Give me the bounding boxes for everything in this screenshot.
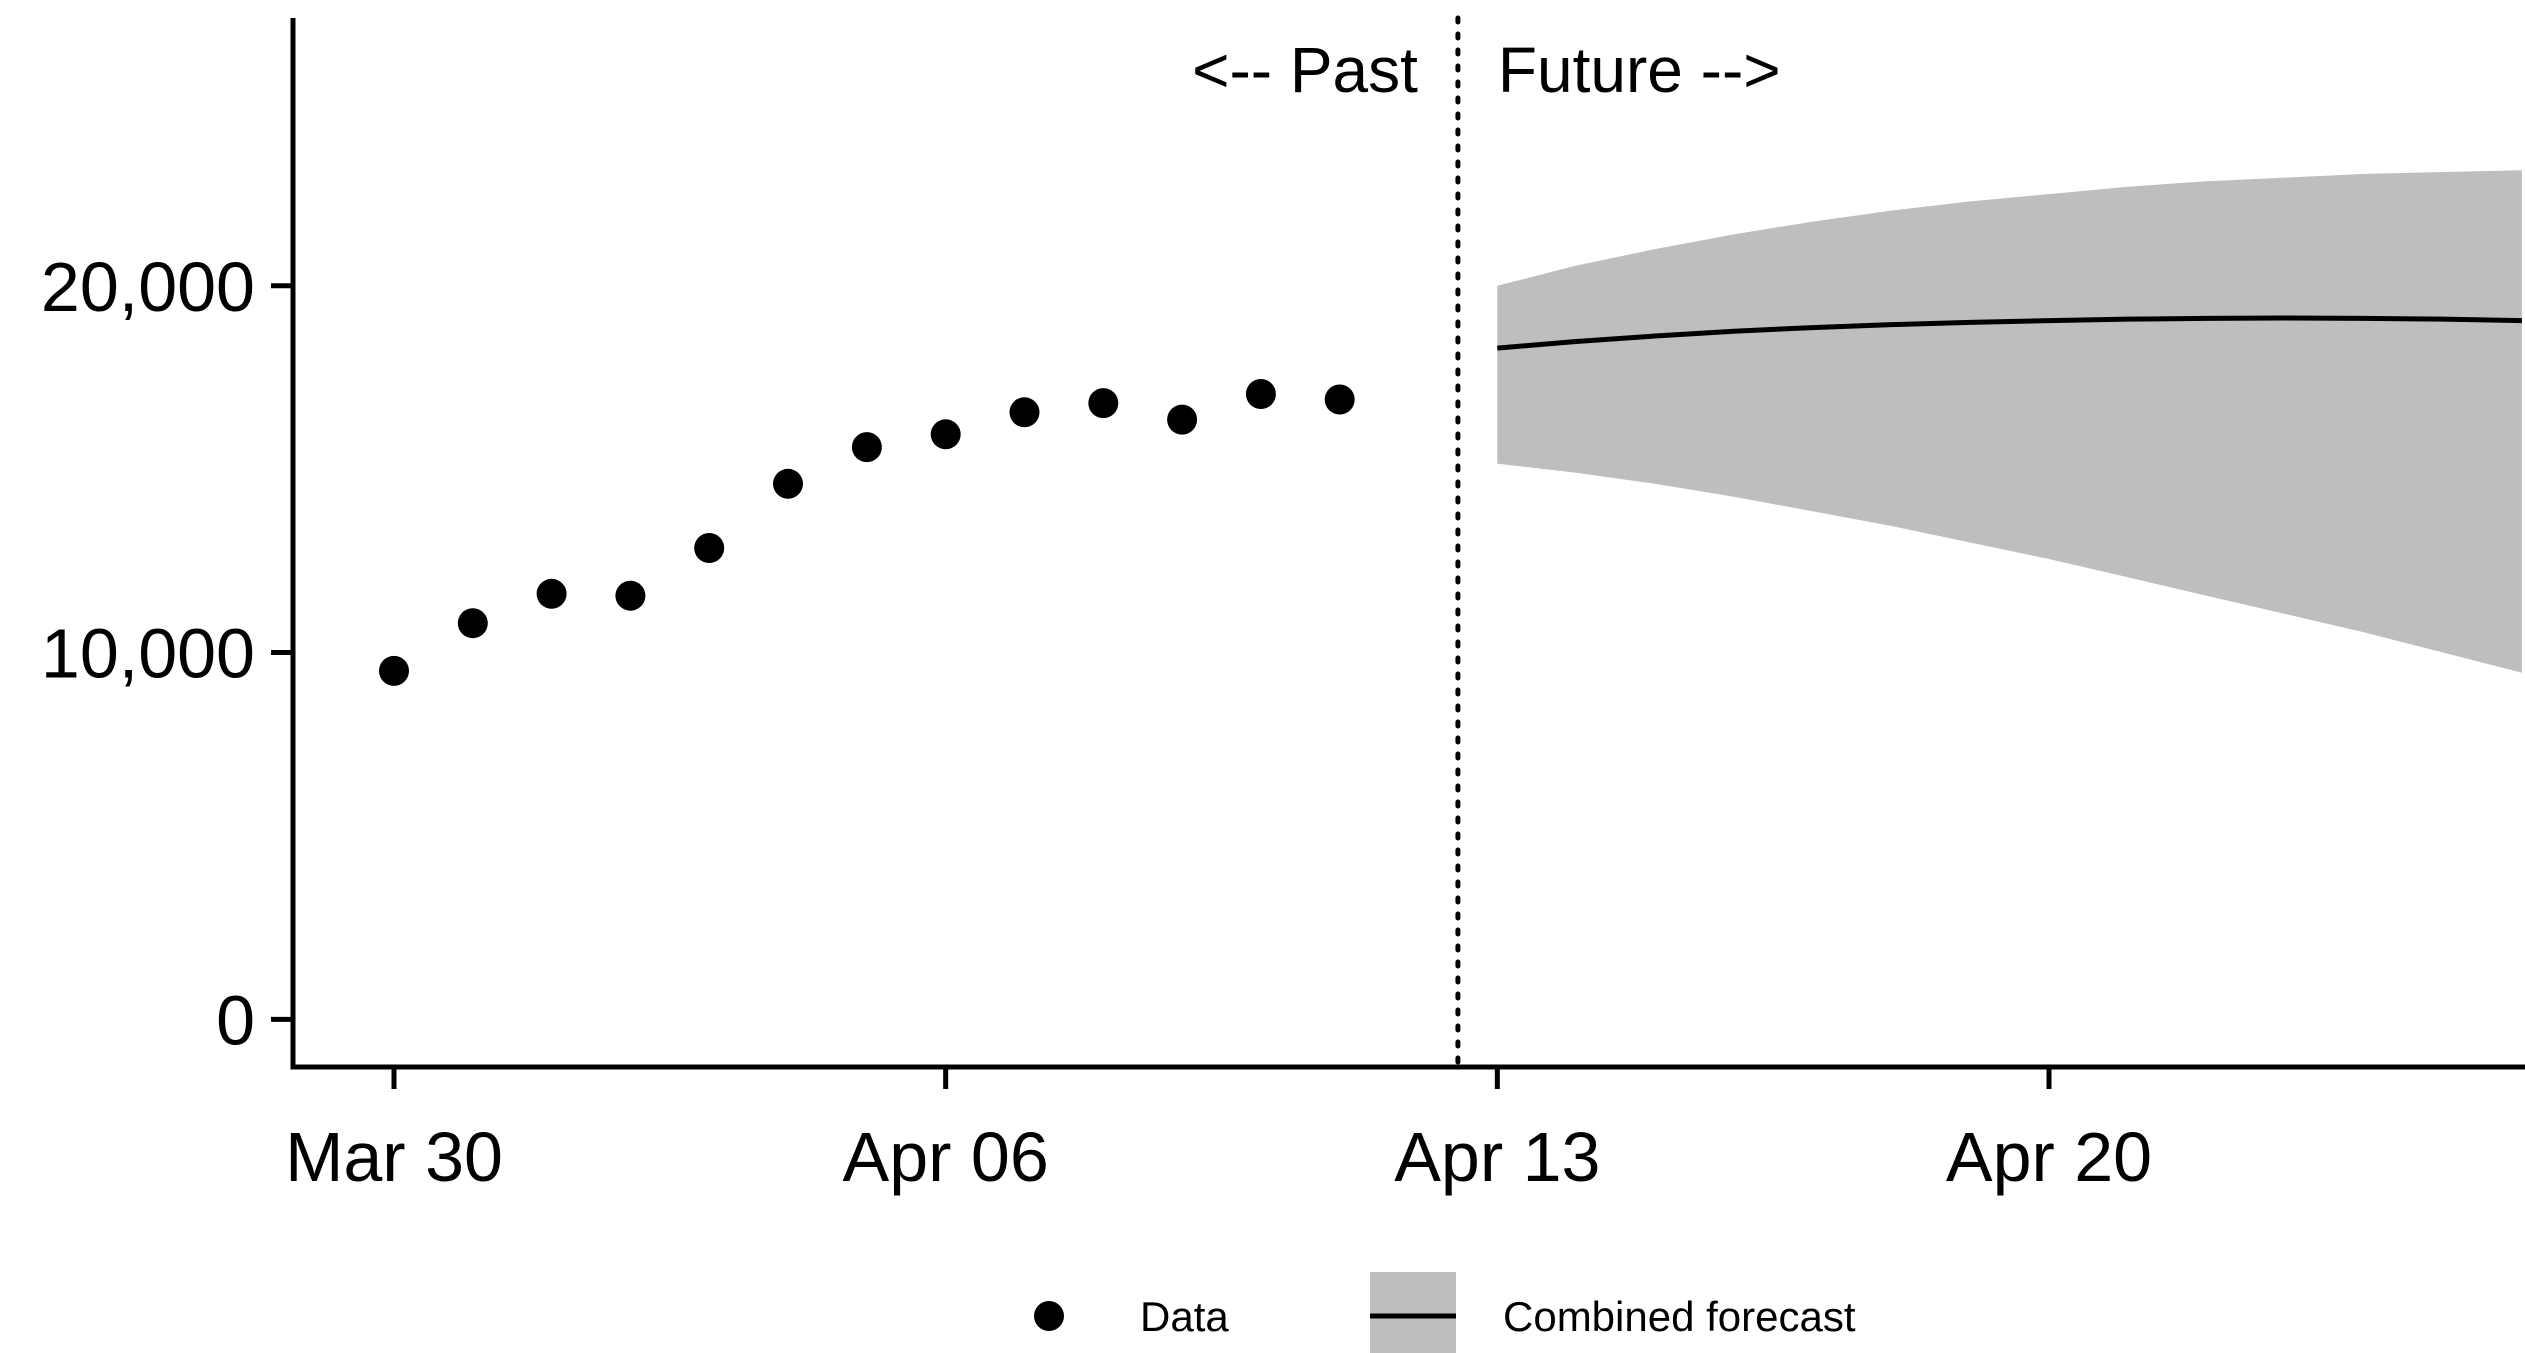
legend-label-forecast: Combined forecast	[1503, 1293, 1856, 1340]
data-point	[1245, 379, 1276, 409]
legend-band-symbol	[1370, 1272, 1456, 1353]
y-tick-label: 10,000	[41, 615, 255, 693]
data-point	[615, 580, 646, 611]
x-tick-label: Apr 20	[1946, 1118, 2152, 1196]
x-tick-label: Apr 06	[843, 1118, 1049, 1196]
data-point	[1167, 404, 1198, 435]
forecast-line	[1497, 315, 2522, 351]
y-tick-label: 0	[216, 981, 255, 1059]
data-point	[536, 578, 567, 609]
data-point	[1009, 397, 1040, 428]
data-point	[457, 608, 488, 639]
legend-point-symbol	[1034, 1301, 1064, 1331]
data-point	[1324, 384, 1355, 415]
future-annotation: Future -->	[1498, 34, 1781, 106]
data-point	[851, 432, 882, 463]
x-tick-label: Apr 13	[1394, 1118, 1600, 1196]
forecast-band	[1497, 170, 2522, 673]
data-point	[379, 655, 409, 686]
y-tick-label: 20,000	[41, 248, 255, 326]
x-tick-label: Mar 30	[285, 1118, 503, 1196]
past-annotation: <-- Past	[1192, 34, 1418, 106]
data-point	[930, 419, 961, 450]
data-point	[773, 468, 803, 499]
data-point	[1088, 388, 1119, 419]
legend-label-data: Data	[1140, 1293, 1229, 1340]
data-point	[694, 533, 725, 563]
